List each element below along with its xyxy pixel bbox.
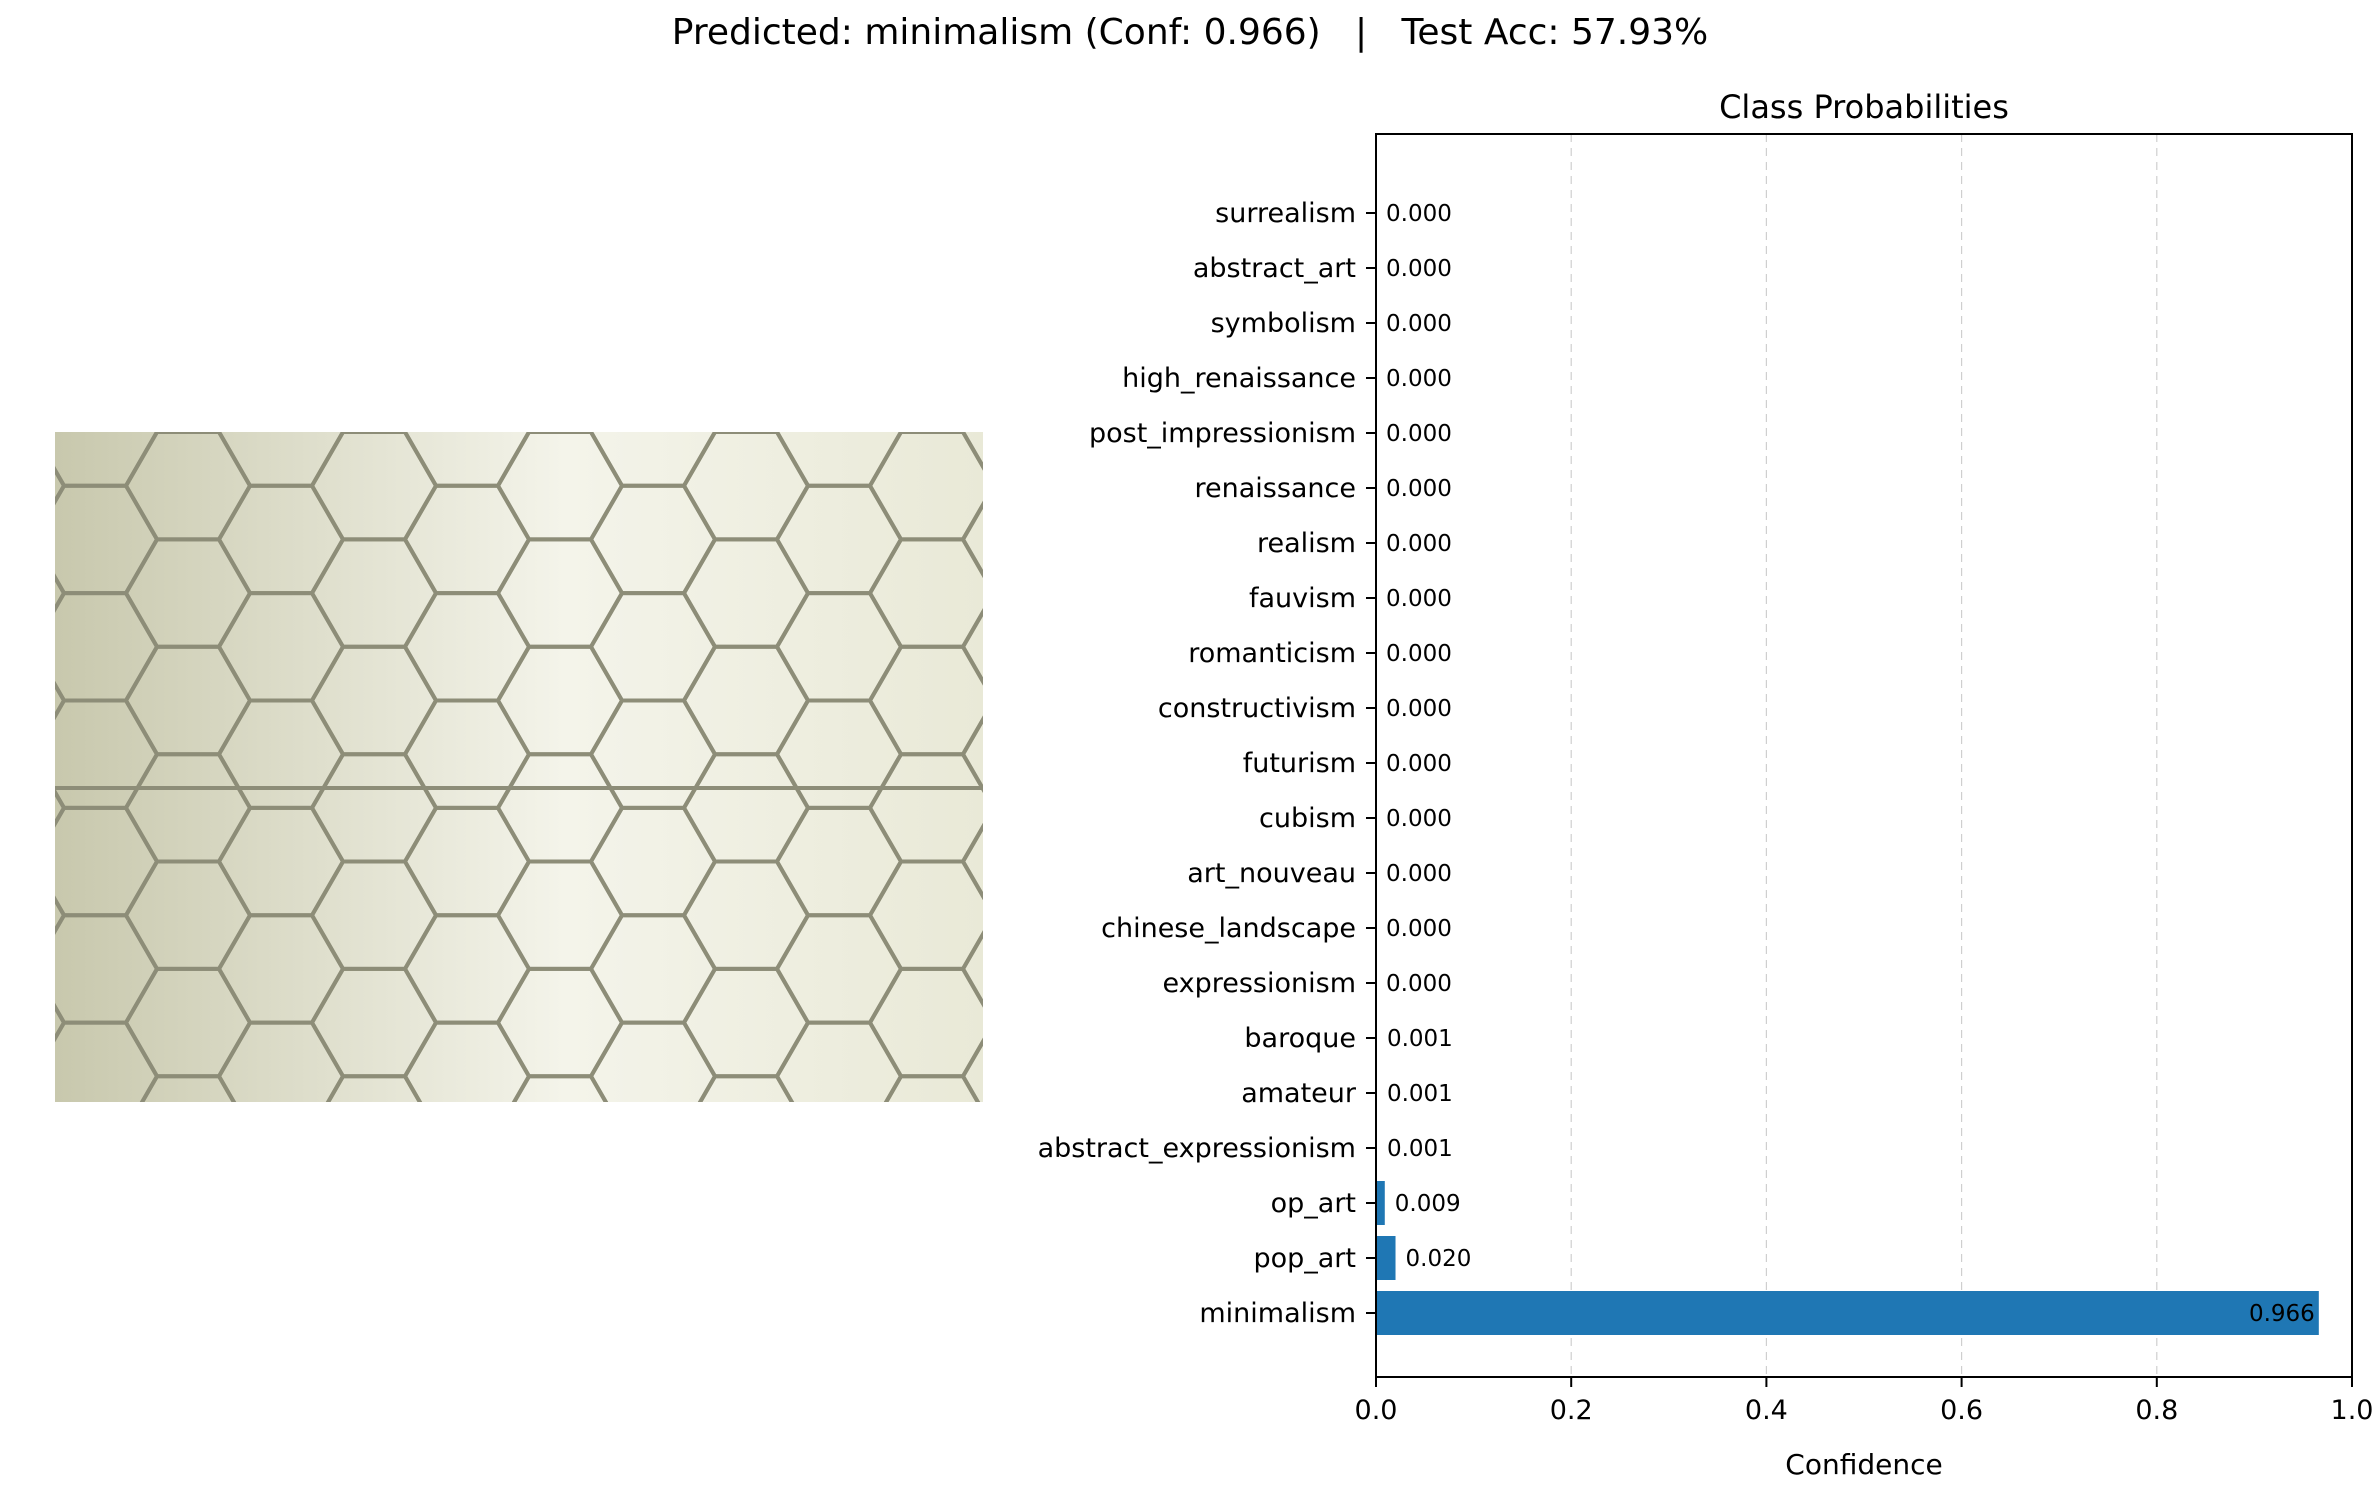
y-tick-label-futurism: futurism: [1243, 748, 1356, 779]
x-axis-label: Confidence: [1785, 1448, 1942, 1481]
y-tick-label-baroque: baroque: [1244, 1023, 1356, 1054]
bar-value-label-symbolism: 0.000: [1386, 311, 1452, 337]
bar-value-label-futurism: 0.000: [1386, 751, 1452, 777]
x-tick-label: 0.4: [1745, 1395, 1788, 1426]
y-tick-label-chinese_landscape: chinese_landscape: [1101, 913, 1356, 944]
y-tick-label-symbolism: symbolism: [1211, 308, 1356, 339]
y-tick-label-romanticism: romanticism: [1188, 638, 1356, 669]
y-tick-label-renaissance: renaissance: [1194, 473, 1356, 504]
hexagon-tile: [960, 930, 983, 1008]
bar-minimalism: [1376, 1291, 2319, 1335]
y-tick-label-op_art: op_art: [1271, 1188, 1356, 1219]
bar-value-label-surrealism: 0.000: [1386, 201, 1452, 227]
x-tick-label: 1.0: [2331, 1395, 2374, 1426]
bar-value-label-post_impressionism: 0.000: [1386, 421, 1452, 447]
y-tick-label-surrealism: surrealism: [1215, 198, 1356, 229]
y-tick-label-abstract_art: abstract_art: [1193, 253, 1356, 284]
bar-value-label-abstract_expressionism: 0.001: [1387, 1136, 1453, 1162]
x-tick-label: 0.6: [1940, 1395, 1983, 1426]
bar-value-label-renaissance: 0.000: [1386, 476, 1452, 502]
bar-value-label-romanticism: 0.000: [1386, 641, 1452, 667]
y-tick-label-pop_art: pop_art: [1253, 1243, 1356, 1274]
y-tick-label-constructivism: constructivism: [1158, 693, 1356, 724]
bar-value-label-cubism: 0.000: [1386, 806, 1452, 832]
bar-value-label-chinese_landscape: 0.000: [1386, 916, 1452, 942]
y-tick-label-art_nouveau: art_nouveau: [1187, 858, 1356, 889]
bar-value-label-art_nouveau: 0.000: [1386, 861, 1452, 887]
bar-value-label-expressionism: 0.000: [1386, 971, 1452, 997]
y-tick-label-high_renaissance: high_renaissance: [1122, 363, 1356, 394]
bar-pop_art: [1376, 1236, 1396, 1280]
painting-background: [55, 432, 983, 1102]
bars: [1376, 1016, 2319, 1335]
x-gridlines: [1375, 134, 2353, 1377]
axes-frame: [1375, 133, 2353, 1378]
x-tick-labels: 0.0 0.2 0.4 0.6 0.8 1.0: [1355, 1377, 2374, 1426]
bar-value-label-pop_art: 0.020: [1406, 1246, 1472, 1272]
bar-value-labels: 0.000 0.000 0.000 0.000 0.000 0.000 0.000 0.000…: [1386, 201, 2315, 1327]
hexagon-tile: [960, 500, 983, 579]
x-tick-label: 0.0: [1355, 1395, 1398, 1426]
bar-value-label-op_art: 0.009: [1395, 1191, 1461, 1217]
hexagon-tile: [960, 822, 983, 901]
bar-value-label-fauvism: 0.000: [1386, 586, 1452, 612]
bar-value-label-high_renaissance: 0.000: [1386, 366, 1452, 392]
hexagon-tile: [960, 608, 983, 686]
y-tick-labels: surrealism abstract_art symbolism high_rena…: [1038, 198, 1376, 1329]
bar-op_art: [1376, 1181, 1385, 1225]
hexagon-grid: [55, 432, 983, 1102]
bar-value-label-amateur: 0.001: [1387, 1081, 1453, 1107]
hexagon-tile: [960, 1037, 983, 1102]
bar-value-label-minimalism: 0.966: [2249, 1301, 2315, 1327]
input-painting-image: [55, 432, 983, 1102]
bar-value-label-abstract_art: 0.000: [1386, 256, 1452, 282]
y-tick-label-post_impressionism: post_impressionism: [1089, 418, 1356, 449]
y-tick-label-minimalism: minimalism: [1199, 1298, 1356, 1329]
y-tick-label-expressionism: expressionism: [1162, 968, 1356, 999]
x-tick-label: 0.8: [2135, 1395, 2178, 1426]
y-tick-label-cubism: cubism: [1259, 803, 1356, 834]
figure-title: Predicted: minimalism (Conf: 0.966) | Te…: [671, 12, 1709, 53]
hexagon-tile: [960, 715, 983, 793]
y-tick-label-realism: realism: [1257, 528, 1356, 559]
bar-value-label-constructivism: 0.000: [1386, 696, 1452, 722]
bar-value-label-baroque: 0.001: [1387, 1026, 1453, 1052]
y-tick-label-fauvism: fauvism: [1249, 583, 1356, 614]
x-tick-label: 0.2: [1550, 1395, 1593, 1426]
bar-value-label-realism: 0.000: [1386, 531, 1452, 557]
y-tick-label-amateur: amateur: [1241, 1078, 1357, 1109]
y-tick-label-abstract_expressionism: abstract_expressionism: [1038, 1133, 1356, 1164]
chart-title: Class Probabilities: [1719, 88, 2009, 126]
